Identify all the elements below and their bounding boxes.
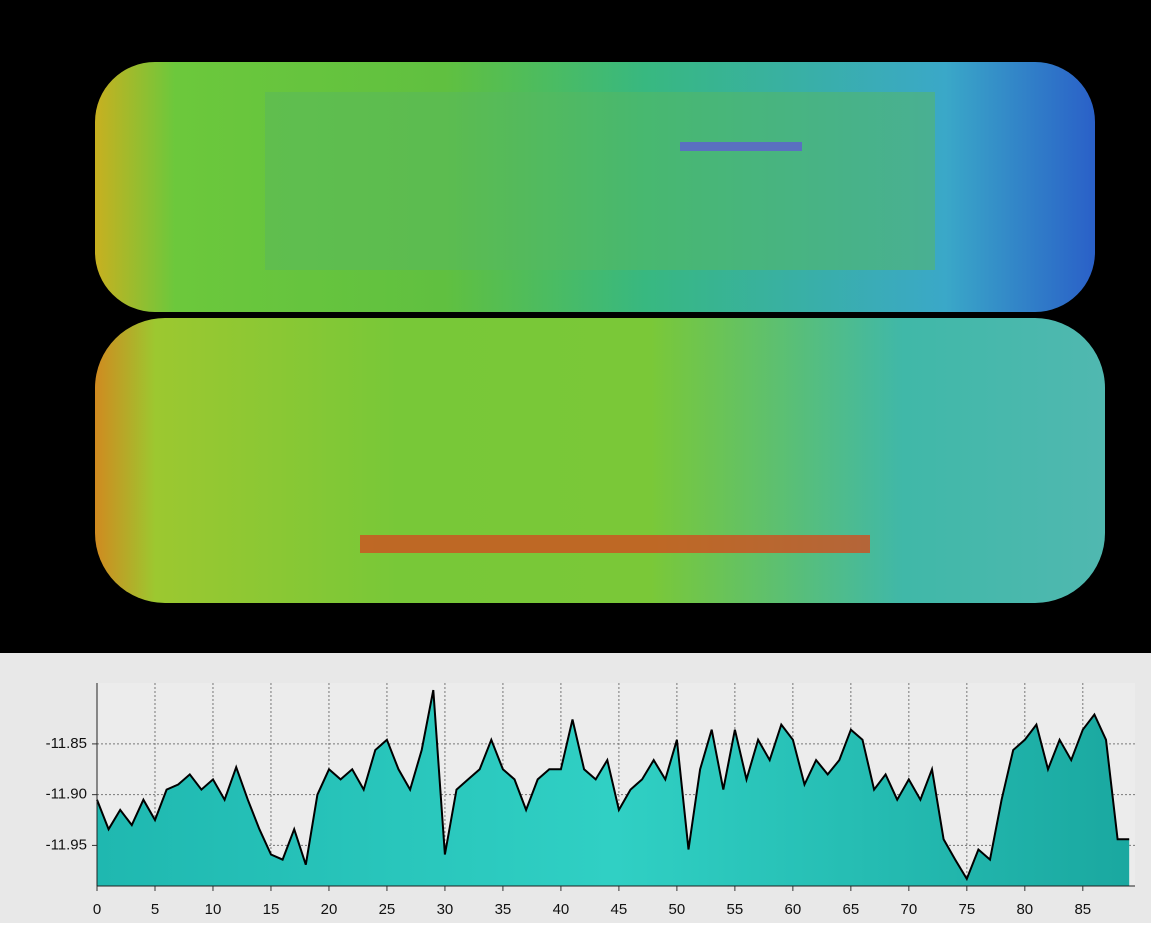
x-tick-label: 15 — [263, 901, 280, 918]
x-tick-label: 70 — [900, 901, 917, 918]
line — [96, 689, 1130, 882]
x-tick-label: 85 — [1074, 901, 1091, 918]
x-tick-label: 0 — [93, 901, 101, 918]
x-tick-label: 20 — [321, 901, 338, 918]
y-tick-label: -11.85 — [46, 735, 87, 752]
y-tick-label: -11.95 — [46, 836, 87, 853]
x-tick-label: 50 — [669, 901, 686, 918]
y-tick-label: -11.90 — [46, 786, 87, 803]
x-tick-label: 30 — [437, 901, 454, 918]
x-tick-label: 65 — [843, 901, 860, 918]
x-tick-label: 45 — [611, 901, 628, 918]
point-cloud-lower — [95, 318, 1105, 603]
red-band — [360, 535, 870, 553]
scale-bar — [680, 142, 802, 151]
x-tick-label: 55 — [727, 901, 744, 918]
x-tick-label: 60 — [785, 901, 802, 918]
x-tick-label: 75 — [958, 901, 975, 918]
x-tick-label: 5 — [151, 901, 159, 918]
x-tick-label: 35 — [495, 901, 512, 918]
x-tick-label: 10 — [205, 901, 222, 918]
upper-strip — [265, 92, 935, 270]
x-tick-label: 80 — [1016, 901, 1033, 918]
x-tick-label: 40 — [553, 901, 570, 918]
x-tick-label: 25 — [379, 901, 396, 918]
